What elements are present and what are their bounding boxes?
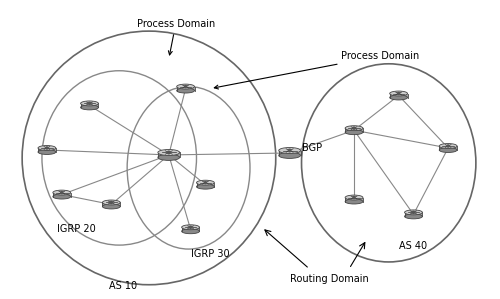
FancyBboxPatch shape <box>38 148 56 152</box>
FancyBboxPatch shape <box>404 212 422 216</box>
Text: IGRP 20: IGRP 20 <box>57 224 96 234</box>
Ellipse shape <box>80 101 98 106</box>
Ellipse shape <box>176 84 194 89</box>
FancyBboxPatch shape <box>439 146 457 150</box>
Ellipse shape <box>176 88 194 93</box>
Circle shape <box>447 145 449 147</box>
Text: AS 10: AS 10 <box>110 281 138 291</box>
Ellipse shape <box>196 180 214 185</box>
Ellipse shape <box>404 214 422 219</box>
FancyBboxPatch shape <box>345 198 363 202</box>
FancyBboxPatch shape <box>53 193 70 196</box>
Ellipse shape <box>278 152 300 158</box>
FancyBboxPatch shape <box>176 87 194 91</box>
Circle shape <box>60 191 63 194</box>
Ellipse shape <box>80 105 98 110</box>
Ellipse shape <box>158 154 180 160</box>
Circle shape <box>412 211 414 213</box>
Circle shape <box>288 149 291 152</box>
Ellipse shape <box>345 126 363 131</box>
Text: Routing Domain: Routing Domain <box>290 274 368 284</box>
Ellipse shape <box>404 210 422 215</box>
Circle shape <box>88 102 90 104</box>
Ellipse shape <box>38 146 56 150</box>
FancyBboxPatch shape <box>278 150 300 155</box>
Circle shape <box>168 151 170 154</box>
FancyBboxPatch shape <box>102 202 120 207</box>
Ellipse shape <box>390 91 407 96</box>
Ellipse shape <box>439 144 457 149</box>
Text: AS 40: AS 40 <box>398 241 426 251</box>
Circle shape <box>204 181 206 184</box>
FancyBboxPatch shape <box>345 128 363 132</box>
Ellipse shape <box>439 148 457 152</box>
Ellipse shape <box>196 184 214 189</box>
Circle shape <box>184 86 186 88</box>
Ellipse shape <box>53 194 70 199</box>
FancyBboxPatch shape <box>80 103 98 107</box>
FancyBboxPatch shape <box>158 152 180 157</box>
Circle shape <box>353 196 355 199</box>
Ellipse shape <box>278 147 300 153</box>
Circle shape <box>46 147 48 149</box>
Ellipse shape <box>345 195 363 200</box>
Ellipse shape <box>182 225 200 230</box>
FancyBboxPatch shape <box>182 227 200 231</box>
Circle shape <box>398 92 400 94</box>
Ellipse shape <box>38 150 56 155</box>
FancyBboxPatch shape <box>390 94 407 97</box>
Text: IGRP 30: IGRP 30 <box>190 249 229 259</box>
Circle shape <box>353 127 355 129</box>
Text: BGP: BGP <box>302 143 322 153</box>
Ellipse shape <box>390 95 407 100</box>
Circle shape <box>190 226 192 228</box>
Text: Process Domain: Process Domain <box>214 51 420 89</box>
FancyBboxPatch shape <box>196 183 214 187</box>
Ellipse shape <box>102 204 120 209</box>
Ellipse shape <box>158 150 180 155</box>
Ellipse shape <box>53 190 70 195</box>
Ellipse shape <box>345 130 363 135</box>
Ellipse shape <box>345 199 363 204</box>
Circle shape <box>110 202 112 204</box>
Ellipse shape <box>182 229 200 234</box>
Text: Process Domain: Process Domain <box>136 19 215 55</box>
Ellipse shape <box>102 200 120 205</box>
